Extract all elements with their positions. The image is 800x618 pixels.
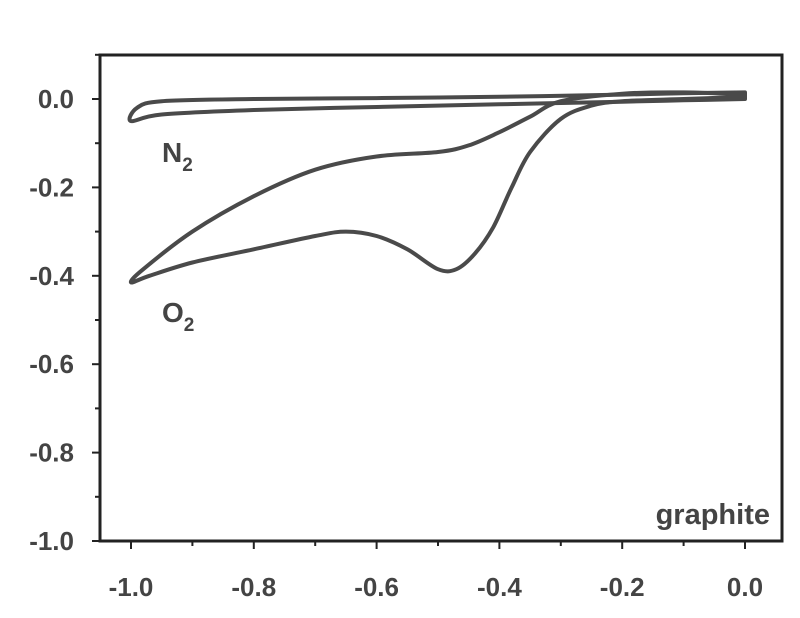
x-tick-label: -1.0 — [109, 572, 154, 602]
x-tick-label: -0.4 — [477, 572, 522, 602]
series-line-n2 — [127, 90, 747, 124]
x-tick-label: -0.6 — [354, 572, 399, 602]
y-tick-label: -0.8 — [29, 438, 74, 468]
series-lines — [127, 90, 747, 285]
annotation-label: graphite — [656, 499, 770, 531]
x-tick-label: -0.2 — [600, 572, 645, 602]
y-tick-label: -0.2 — [29, 172, 74, 202]
y-tick-label: -1.0 — [29, 526, 74, 556]
y-tick-label: -0.4 — [29, 261, 74, 291]
y-tick-label: -0.6 — [29, 349, 74, 379]
series-labels: N2 O2 — [162, 137, 194, 336]
y-tick-label: 0.0 — [38, 84, 74, 114]
series-label-o2: O2 — [162, 297, 194, 336]
x-tick-label: 0.0 — [727, 572, 763, 602]
x-axis-ticks: -1.0 -0.8 -0.6 -0.4 -0.2 0.0 — [109, 541, 763, 602]
annotations: graphite — [656, 499, 770, 531]
y-axis-ticks: 0.0 -0.2 -0.4 -0.6 -0.8 -1.0 — [29, 53, 100, 556]
series-label-n2: N2 — [162, 137, 193, 176]
plot-frame — [98, 53, 784, 543]
x-tick-label: -0.8 — [231, 572, 276, 602]
series-line-o2 — [128, 90, 747, 285]
